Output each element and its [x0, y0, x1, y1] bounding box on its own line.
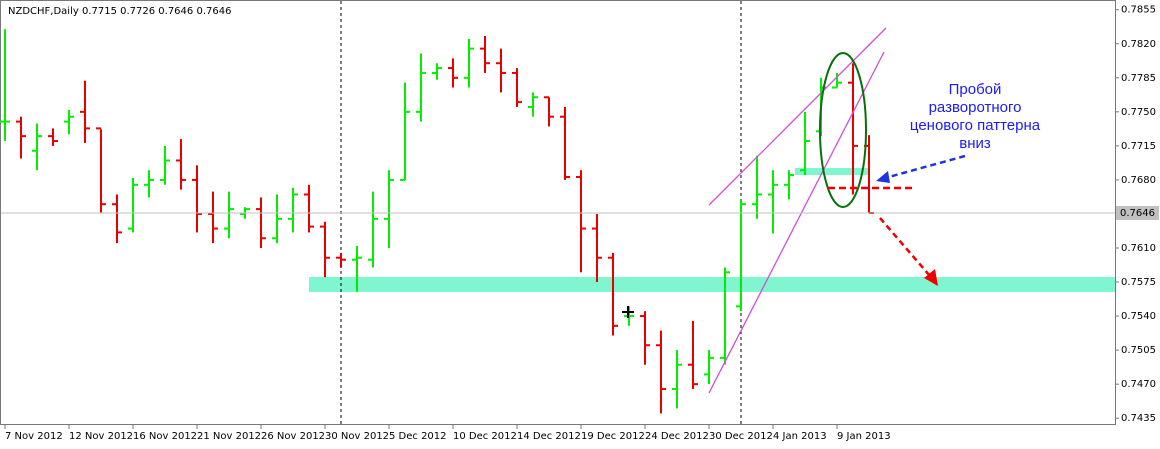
- current-price-label: 0.7646: [1120, 208, 1155, 219]
- y-tick-label: 0.7680: [1121, 175, 1156, 186]
- bars: [0, 29, 874, 414]
- pointer-arrow: [884, 154, 966, 180]
- y-tick-label: 0.7820: [1121, 39, 1156, 50]
- x-tick-label: 24 Dec 2012: [645, 431, 709, 442]
- x-tick-label: 30 Nov 2012: [325, 431, 389, 442]
- arrow-head: [876, 171, 890, 183]
- annotation-line: разворотного: [929, 99, 1022, 116]
- y-tick-label: 0.7435: [1121, 413, 1156, 424]
- x-tick-label: 7 Nov 2012: [5, 431, 63, 442]
- x-tick-label: 19 Dec 2012: [581, 431, 645, 442]
- target-arrow: [879, 217, 931, 277]
- y-tick-label: 0.7575: [1121, 277, 1156, 288]
- chart-title: NZDCHF,Daily 0.7715 0.7726 0.7646 0.7646: [8, 6, 231, 17]
- x-tick-label: 10 Dec 2012: [453, 431, 517, 442]
- y-tick-label: 0.7505: [1121, 345, 1156, 356]
- x-tick-label: 30 Dec 2012: [709, 431, 773, 442]
- x-tick-label: 4 Jan 2013: [773, 431, 827, 442]
- x-tick-label: 16 Nov 2012: [133, 431, 197, 442]
- x-tick-label: 21 Nov 2012: [197, 431, 261, 442]
- y-tick-label: 0.7470: [1121, 379, 1156, 390]
- y-tick-label: 0.7785: [1121, 73, 1156, 84]
- annotation-line: Пробой: [949, 81, 1002, 98]
- retest-zone: [795, 168, 869, 175]
- highlight-ellipse: [819, 52, 867, 208]
- y-tick-label: 0.7715: [1121, 141, 1156, 152]
- channel-line: [708, 51, 885, 394]
- x-tick-label: 26 Nov 2012: [261, 431, 325, 442]
- y-tick-label: 0.7540: [1121, 311, 1156, 322]
- y-tick-label: 0.7610: [1121, 243, 1156, 254]
- x-tick-label: 5 Dec 2012: [389, 431, 447, 442]
- annotation-line: ценового паттерна: [910, 117, 1041, 134]
- y-tick-label: 0.7855: [1121, 5, 1156, 16]
- current-price-box: [1116, 205, 1159, 220]
- support-zone: [309, 277, 1115, 292]
- x-tick-label: 9 Jan 2013: [837, 431, 891, 442]
- x-tick-label: 12 Nov 2012: [69, 431, 133, 442]
- arrow-head: [924, 269, 938, 286]
- y-tick-label: 0.7750: [1121, 107, 1156, 118]
- x-tick-label: 14 Dec 2012: [517, 431, 581, 442]
- channel-line: [708, 27, 887, 206]
- annotation-line: вниз: [959, 135, 991, 152]
